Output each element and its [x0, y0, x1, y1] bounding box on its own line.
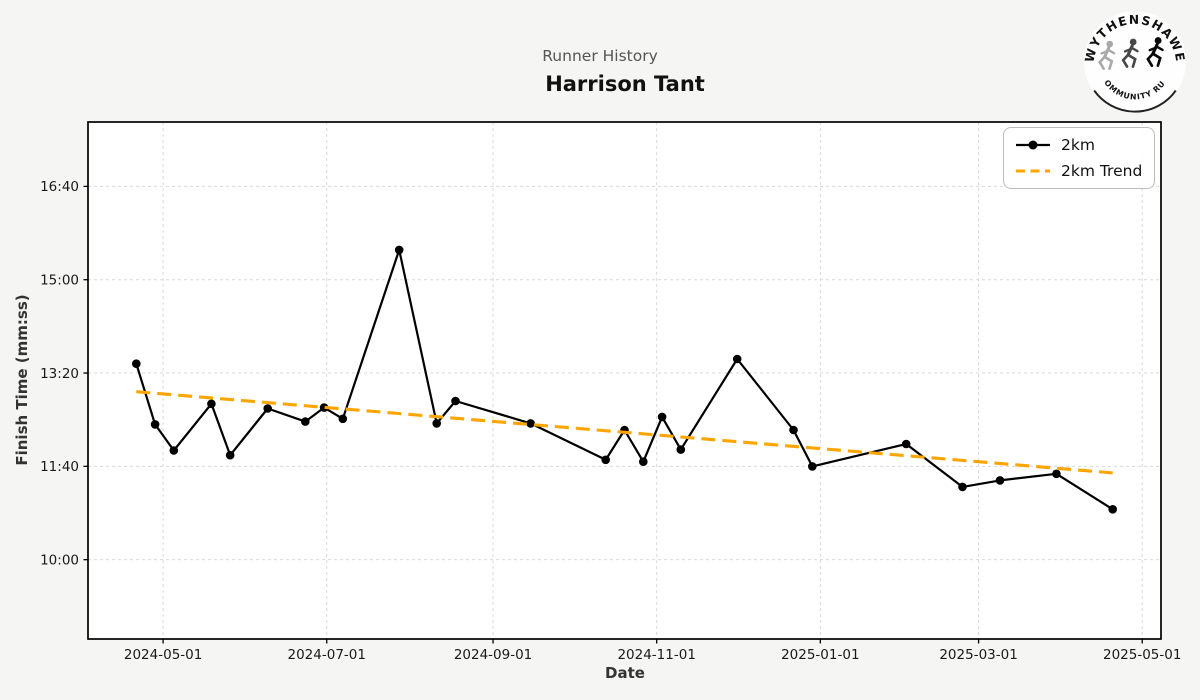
dashed-line-swatch-icon: [1016, 169, 1050, 173]
data-point: [995, 476, 1005, 485]
x-tick-label: 2024-05-01: [124, 647, 202, 663]
data-point: [808, 462, 817, 471]
data-point: [732, 354, 742, 364]
data-point: [263, 404, 273, 413]
plot-border: [87, 121, 1162, 640]
data-point: [150, 420, 160, 429]
y-tick-label: 10:00: [40, 552, 79, 568]
x-axis-title: Date: [605, 664, 645, 682]
data-point: [338, 414, 348, 424]
data-point: [1052, 469, 1061, 479]
data-point: [319, 403, 329, 412]
y-axis-title: Finish Time (mm:ss): [13, 294, 31, 466]
data-point: [789, 425, 798, 435]
legend-item-2km-trend: 2km Trend: [1013, 159, 1142, 183]
legend: 2km 2km Trend: [1003, 127, 1156, 189]
legend-item-2km: 2km: [1013, 133, 1142, 157]
x-tick-label: 2024-09-01: [454, 647, 532, 663]
data-point: [169, 446, 179, 455]
x-tick-label: 2025-03-01: [939, 647, 1017, 663]
data-point: [394, 245, 404, 255]
data-point: [225, 450, 235, 460]
y-tick-label: 11:40: [40, 459, 79, 475]
data-point: [1108, 505, 1117, 514]
y-tick-label: 15:00: [40, 273, 79, 289]
solid-line-marker-swatch-icon: [1016, 140, 1050, 150]
data-point: [601, 455, 610, 465]
chart-subtitle: Runner History: [542, 47, 658, 65]
x-tick-label: 2025-01-01: [781, 647, 859, 663]
x-tick-label: 2025-05-01: [1103, 647, 1181, 663]
data-point: [301, 417, 310, 426]
y-tick-label: 13:20: [40, 366, 79, 382]
data-point: [657, 412, 667, 422]
x-tick-label: 2024-07-01: [288, 647, 366, 663]
data-point: [901, 439, 911, 449]
y-tick-label: 16:40: [40, 179, 79, 195]
data-point: [639, 457, 648, 467]
plot-area: [88, 122, 1161, 639]
data-point: [207, 399, 216, 409]
x-tick-label: 2024-11-01: [617, 647, 695, 663]
data-point: [958, 482, 967, 492]
logo-bottom-arc: [1093, 89, 1177, 113]
wythenshawe-community-run-logo: WYTHENSHAWE COMMUNITY RUN: [1082, 9, 1186, 113]
trend-line: [136, 390, 1113, 475]
data-point: [526, 419, 535, 428]
runner-name-title: Harrison Tant: [545, 72, 705, 96]
legend-label-2km-trend: 2km Trend: [1061, 162, 1143, 180]
data-point: [132, 359, 141, 369]
data-point: [451, 396, 460, 406]
legend-label-2km: 2km: [1061, 136, 1095, 154]
data-point: [676, 445, 686, 454]
series-2km-line: [135, 248, 1114, 511]
data-point: [432, 419, 442, 428]
